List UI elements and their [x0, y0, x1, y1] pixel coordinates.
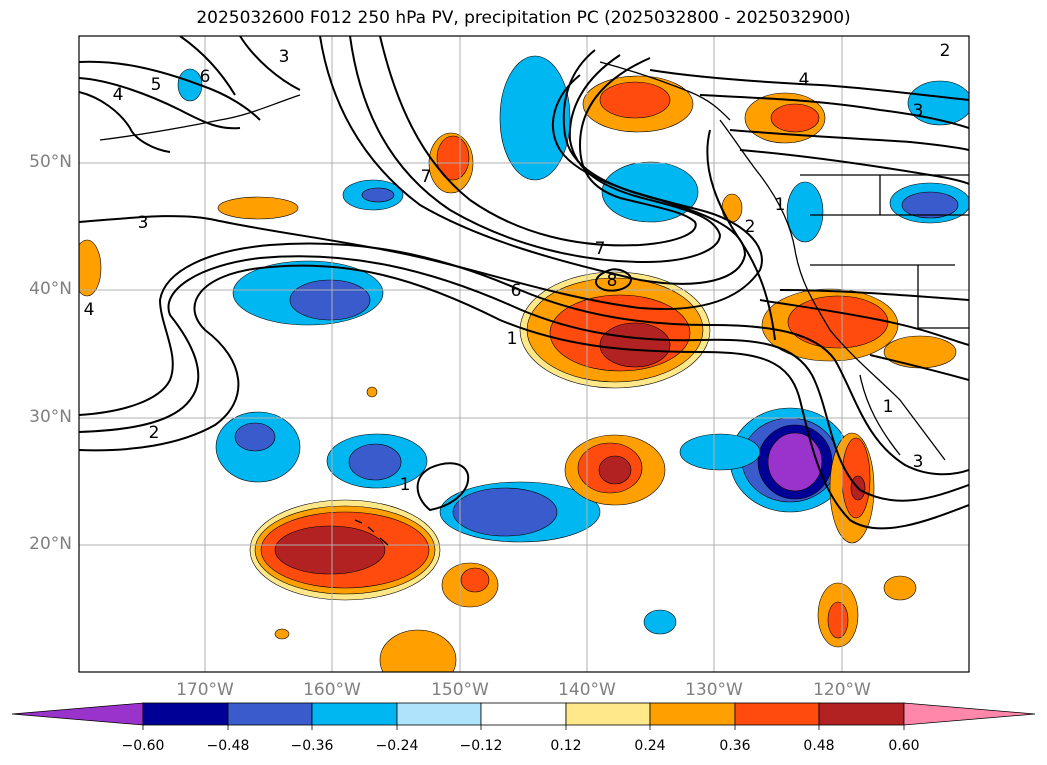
contour-label: 3 — [913, 101, 924, 121]
lon-label: 150°W — [431, 680, 489, 700]
contour-label: 7 — [421, 167, 432, 187]
colorbar — [11, 702, 1036, 730]
colorbar-tick-label: 0.48 — [803, 738, 835, 754]
pv-contours — [79, 36, 969, 530]
lon-label: 170°W — [176, 680, 234, 700]
colorbar-tick-label: 0.36 — [719, 738, 751, 754]
lat-label: 20°N — [29, 534, 72, 554]
map-frame — [78, 35, 970, 673]
contour-label: 3 — [279, 47, 290, 67]
contour-label: 1 — [400, 475, 411, 495]
contour-label: 3 — [913, 452, 924, 472]
contour-label: 2 — [940, 41, 951, 61]
contour-label: 2 — [745, 217, 756, 237]
colorbar-high-extend — [903, 702, 1036, 726]
map-title: 2025032600 F012 250 hPa PV, precipitatio… — [196, 8, 851, 28]
precip-shading — [79, 55, 969, 672]
colorbar-tick-label: 0.12 — [550, 738, 582, 754]
colorbar-tick-label: 0.24 — [634, 738, 666, 754]
contour-label: 1 — [775, 195, 786, 215]
colorbar-tick-label: 0.60 — [888, 738, 920, 754]
contour-label: 7 — [595, 239, 606, 259]
colorbar-tick-label: −0.60 — [121, 738, 165, 754]
colorbar-low-extend — [11, 702, 144, 726]
contour-label: 1 — [883, 397, 894, 417]
colorbar-tick-label: −0.12 — [459, 738, 503, 754]
lat-label: 30°N — [29, 407, 72, 427]
lon-label: 140°W — [558, 680, 616, 700]
lon-label: 160°W — [303, 680, 361, 700]
map-panel: 3 6 5 4 3 4 3 7 1 2 6 8 7 1 2 4 1 1 3 2 — [79, 36, 969, 672]
contour-label: 6 — [511, 281, 522, 301]
contour-label: 2 — [149, 423, 160, 443]
lat-label: 50°N — [29, 152, 72, 172]
contour-label: 6 — [200, 67, 211, 87]
contour-label: 4 — [113, 85, 124, 105]
contour-label: 5 — [151, 75, 162, 95]
contour-label: 8 — [607, 271, 618, 291]
contour-label: 4 — [84, 300, 95, 320]
colorbar-tick-label: −0.48 — [206, 738, 250, 754]
contour-label: 4 — [799, 70, 810, 90]
colorbar-tick-label: −0.24 — [375, 738, 419, 754]
contour-label: 3 — [138, 213, 149, 233]
contour-labels: 3 6 5 4 3 4 3 7 1 2 6 8 7 1 2 4 1 1 3 2 — [84, 41, 951, 495]
lat-label: 40°N — [29, 279, 72, 299]
lon-label: 120°W — [813, 680, 871, 700]
contour-label: 1 — [507, 329, 518, 349]
lon-label: 130°W — [685, 680, 743, 700]
colorbar-tick-label: −0.36 — [290, 738, 334, 754]
